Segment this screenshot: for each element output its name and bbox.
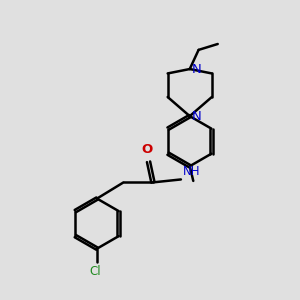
Text: O: O (141, 143, 153, 157)
Text: N: N (191, 62, 201, 76)
Text: NH: NH (182, 165, 200, 178)
Text: Cl: Cl (90, 265, 101, 278)
Text: N: N (191, 110, 201, 123)
